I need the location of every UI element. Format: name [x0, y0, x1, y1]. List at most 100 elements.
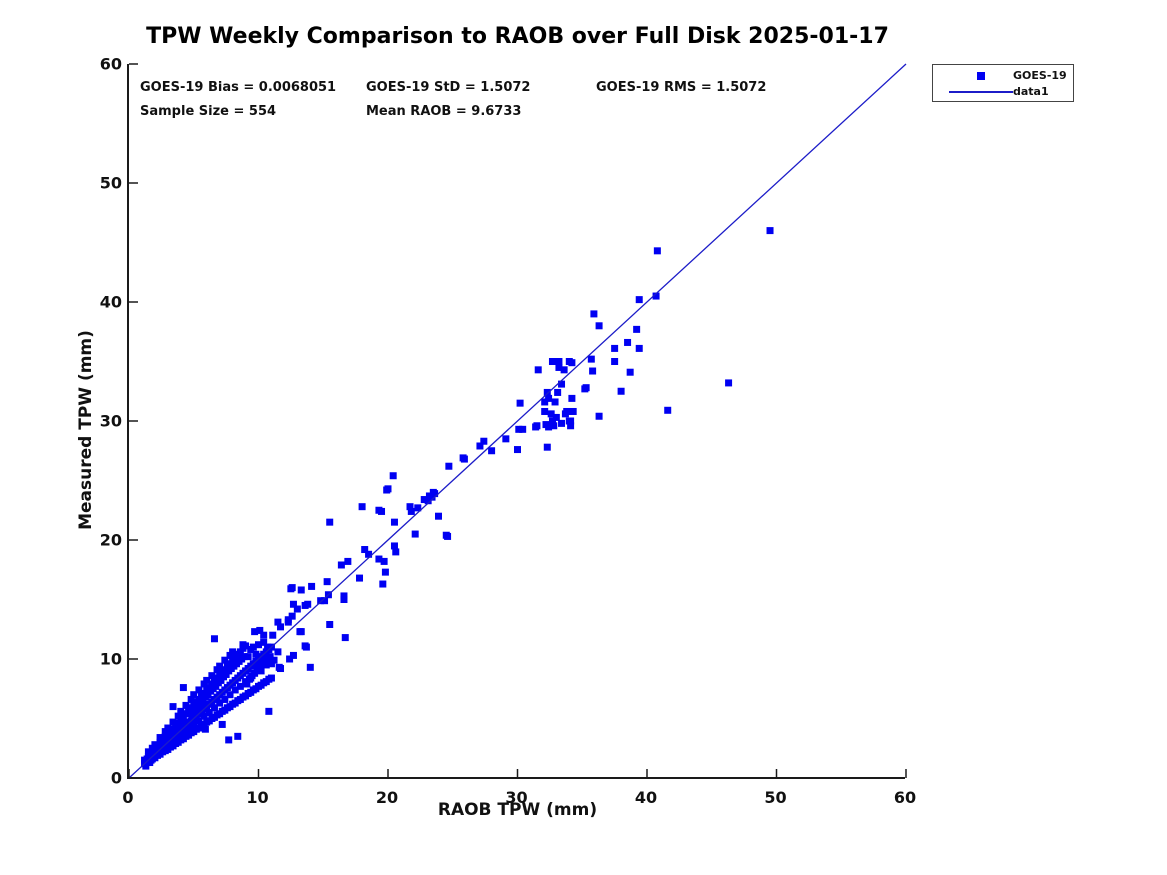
y-tick-label: 10	[99, 649, 122, 669]
scatter-point	[653, 247, 661, 255]
scatter-point	[611, 358, 619, 365]
scatter-point	[244, 653, 252, 661]
scatter-point	[480, 437, 488, 445]
scatter-point	[179, 684, 187, 692]
scatter-point	[543, 388, 551, 396]
scatter-point	[428, 493, 436, 501]
scatter-plot-canvas	[128, 63, 907, 779]
scatter-point	[266, 653, 274, 661]
scatter-point	[541, 407, 549, 415]
scatter-point	[185, 707, 193, 715]
scatter-point	[236, 682, 244, 690]
scatter-point	[199, 697, 207, 705]
scatter-point	[225, 736, 233, 744]
scatter-point	[390, 518, 398, 526]
scatter-point	[502, 435, 510, 443]
scatter-point	[217, 676, 225, 684]
scatter-point	[626, 368, 634, 376]
scatter-point	[226, 651, 234, 659]
scatter-point	[229, 648, 237, 656]
scatter-point	[308, 582, 316, 590]
scatter-point	[543, 443, 551, 451]
scatter-point	[555, 358, 563, 365]
scatter-point	[210, 635, 218, 643]
scatter-point	[554, 388, 562, 396]
scatter-point	[203, 676, 211, 684]
scatter-point	[515, 425, 523, 433]
scatter-point	[252, 650, 260, 658]
legend-item-goes19: GOES-19	[933, 68, 1073, 84]
scatter-point	[200, 712, 208, 720]
stat-bias: GOES-19 Bias = 0.0068051	[140, 80, 337, 95]
scatter-point	[356, 574, 364, 582]
x-tick-label: 60	[893, 788, 917, 807]
scatter-point	[379, 580, 387, 588]
scatter-point	[286, 655, 294, 663]
scatter-point	[249, 643, 257, 651]
scatter-point	[567, 417, 575, 425]
scatter-point	[568, 394, 576, 402]
x-tick-label: 20	[375, 788, 399, 807]
scatter-point	[190, 691, 198, 699]
scatter-point	[177, 707, 185, 715]
scatter-point	[142, 762, 150, 770]
scatter-point	[766, 227, 774, 235]
scatter-point	[226, 691, 234, 699]
scatter-point	[516, 399, 524, 407]
scatter-point	[144, 748, 152, 756]
scatter-point	[190, 720, 198, 728]
scatter-point	[431, 490, 439, 498]
scatter-point	[289, 651, 297, 659]
scatter-point	[234, 732, 242, 740]
scatter-point	[256, 663, 264, 671]
scatter-point	[652, 292, 660, 300]
scatter-point	[200, 680, 208, 688]
scatter-point	[242, 642, 250, 650]
scatter-point	[302, 643, 310, 651]
scatter-point	[550, 422, 558, 430]
scatter-point	[590, 310, 598, 318]
scatter-point	[216, 662, 224, 670]
scatter-point	[269, 631, 277, 639]
scatter-point	[186, 725, 194, 733]
scatter-point	[344, 557, 352, 565]
scatter-point	[274, 618, 282, 626]
scatter-point	[595, 322, 603, 330]
stat-mean-raob: Mean RAOB = 9.6733	[366, 104, 522, 119]
scatter-point	[243, 680, 251, 688]
legend-line-swatch	[941, 84, 1013, 100]
scatter-point	[231, 686, 239, 694]
scatter-point	[208, 672, 216, 680]
scatter-point	[260, 631, 268, 639]
scatter-point	[289, 600, 297, 608]
scatter-point	[390, 542, 398, 550]
scatter-point	[587, 355, 595, 363]
scatter-point	[633, 325, 641, 333]
scatter-point	[558, 380, 566, 388]
scatter-point	[378, 507, 386, 515]
scatter-point	[251, 628, 259, 636]
x-tick-label: 50	[764, 788, 787, 807]
scatter-point	[195, 695, 203, 703]
scatter-point	[435, 512, 443, 520]
scatter-point	[288, 612, 296, 620]
scatter-point	[424, 497, 432, 505]
scatter-point	[563, 407, 571, 415]
scatter-point	[306, 663, 314, 671]
legend-label-goes19: GOES-19	[1013, 69, 1067, 82]
scatter-point	[445, 462, 453, 470]
scatter-point	[161, 728, 169, 736]
scatter-point	[361, 546, 369, 554]
scatter-point	[611, 344, 619, 352]
scatter-point	[179, 713, 187, 721]
scatter-point	[534, 366, 542, 374]
y-tick-label: 40	[99, 292, 122, 312]
scatter-point	[340, 592, 348, 600]
scatter-point	[169, 718, 177, 726]
x-tick-label: 10	[246, 788, 269, 807]
scatter-point	[326, 518, 334, 526]
scatter-point	[560, 366, 568, 374]
scatter-point	[190, 701, 198, 709]
scatter-point	[414, 504, 422, 512]
